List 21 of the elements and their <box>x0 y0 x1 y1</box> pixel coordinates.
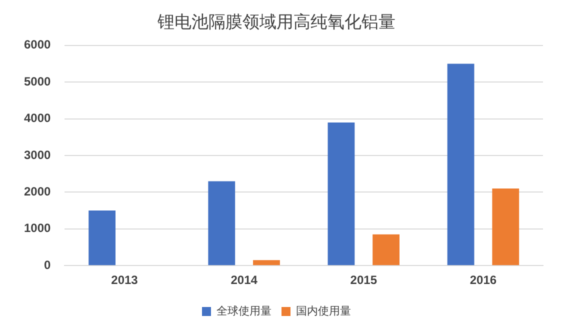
chart-title: 锂电池隔膜领域用高纯氧化铝量 <box>156 12 396 33</box>
y-tick-label: 5000 <box>24 74 52 88</box>
x-tick-label: 2013 <box>111 273 138 288</box>
y-tick-label: 4000 <box>24 111 52 126</box>
y-tick-label: 0 <box>44 258 52 272</box>
bar <box>447 64 474 266</box>
x-tick-label: 2016 <box>470 273 497 288</box>
bar <box>328 122 355 266</box>
y-tick-label: 3000 <box>24 148 52 162</box>
y-tick-label: 2000 <box>24 184 52 199</box>
legend-label: 国内使用量 <box>296 304 351 318</box>
bar <box>253 260 280 266</box>
bar <box>372 234 400 266</box>
legend-label: 全球使用量 <box>216 304 272 318</box>
y-tick-label: 6000 <box>24 38 52 52</box>
x-tick-label: 2015 <box>350 273 378 288</box>
bar <box>492 188 520 266</box>
y-tick-label: 1000 <box>24 221 52 236</box>
bar <box>208 181 236 266</box>
x-tick-label: 2014 <box>230 273 258 288</box>
bar <box>88 210 116 266</box>
